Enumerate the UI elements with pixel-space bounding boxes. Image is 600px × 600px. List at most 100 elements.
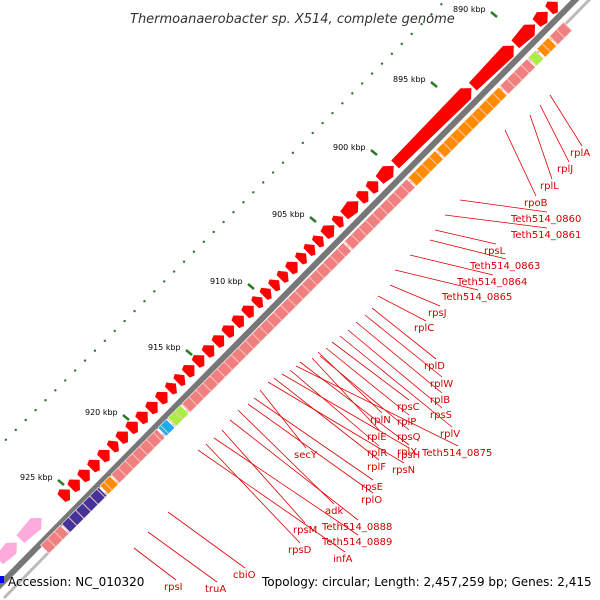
segment-tick — [357, 226, 368, 237]
gene-label: rpsC — [397, 402, 420, 413]
segment-tick — [428, 156, 438, 166]
segment-tick — [46, 538, 57, 548]
leader-line — [273, 377, 380, 461]
gene-arrow — [135, 411, 148, 425]
tick-dot — [34, 408, 37, 412]
tick-dot — [360, 82, 364, 85]
tick-mark — [122, 414, 130, 421]
leader-line — [347, 329, 443, 409]
segment-tick — [372, 212, 382, 223]
gene-arrow — [231, 315, 244, 329]
tick-dot — [133, 309, 136, 313]
segment-tick — [421, 163, 431, 173]
gene-label: rpsE — [361, 482, 383, 493]
gene-arrow — [532, 11, 548, 27]
tick-dot — [262, 181, 265, 184]
leader-line — [429, 239, 507, 260]
segment-tick — [75, 509, 85, 519]
tick-dots — [4, 3, 443, 442]
gene-label: Teth514_0864 — [456, 277, 527, 288]
forward-strand-genes — [0, 1, 558, 565]
gene-arrow — [311, 235, 325, 248]
tick-dot — [73, 369, 77, 372]
tick-dot — [182, 260, 186, 263]
tick-dot — [321, 121, 324, 125]
gene-arrow — [173, 374, 186, 387]
tick-dot — [242, 201, 245, 204]
gene-label: rplX — [397, 447, 417, 458]
segment-tick — [365, 219, 375, 230]
genome-backbone-outer — [0, 0, 580, 590]
segment-tick — [230, 354, 240, 364]
leader-line — [331, 341, 410, 401]
segment-tick — [456, 128, 467, 138]
gene-label: rpsL — [484, 246, 506, 257]
gene-arrow — [276, 270, 289, 283]
tick-label: 920 kbp — [85, 408, 118, 417]
leader-line — [364, 314, 443, 378]
tick-label: 905 kbp — [272, 210, 305, 219]
segment-tick — [202, 382, 212, 392]
segment-tick — [61, 523, 71, 534]
tick-dot — [252, 191, 255, 194]
gene-label: rplL — [540, 181, 559, 192]
gene-arrow-pink — [16, 517, 42, 544]
segment-tick — [534, 50, 544, 60]
leader-line — [529, 114, 553, 180]
gene-arrow — [77, 469, 90, 483]
gene-arrow — [468, 45, 514, 91]
gene-arrow — [375, 165, 394, 184]
tick-mark — [370, 149, 378, 156]
tick-dot — [163, 280, 166, 283]
gene-arrow — [191, 355, 205, 368]
gene-arrow — [155, 391, 168, 405]
gene-arrow — [115, 431, 129, 445]
segment-tick — [195, 389, 205, 399]
tick-dot — [311, 131, 314, 135]
gene-arrow — [365, 181, 379, 194]
segment-tick — [478, 106, 488, 116]
tick-dot — [410, 32, 413, 36]
leader-line — [259, 389, 307, 449]
segment-tick — [555, 29, 566, 39]
segment-tick — [89, 495, 99, 505]
leader-line — [221, 429, 306, 524]
segment-tick — [244, 340, 255, 350]
segment-tick — [209, 375, 219, 385]
tick-dot — [4, 438, 8, 442]
gene-label: rplN — [370, 415, 391, 426]
gene-arrow — [511, 24, 536, 49]
gene-arrow — [201, 345, 215, 358]
leader-line — [247, 403, 374, 494]
segment-tick — [379, 205, 389, 215]
gene-label: Teth514_0889 — [321, 537, 392, 548]
leader-line — [371, 307, 437, 360]
gene-label: rplE — [367, 432, 387, 443]
leader-line — [253, 397, 374, 481]
leader-line — [444, 214, 548, 229]
segment-tick — [471, 113, 481, 124]
segment-tick — [407, 177, 417, 187]
tick-labels: 890 kbp 895 kbp 900 kbp 905 kbp 910 kbp 915 k… — [20, 5, 498, 486]
segment-tick — [400, 184, 410, 194]
tick-dot — [64, 379, 67, 382]
segment-tick — [68, 516, 78, 527]
segment-tick — [145, 439, 156, 449]
tick-label: 915 kbp — [148, 343, 181, 352]
gene-arrow — [97, 449, 110, 463]
gene-arrow — [295, 252, 308, 265]
legend-marker — [0, 576, 4, 583]
gene-label: rplF — [367, 462, 386, 473]
gene-label: adk — [325, 506, 343, 517]
segment-tick — [110, 474, 120, 484]
gene-label: Teth514_0875 — [421, 448, 492, 459]
tick-dot — [54, 389, 57, 392]
segment-tick — [82, 502, 92, 512]
gene-arrow — [211, 335, 225, 348]
gene-arrow — [241, 305, 254, 319]
segment-tick — [393, 191, 403, 201]
gene-arrow — [545, 1, 558, 15]
gene-label: infA — [333, 554, 353, 565]
